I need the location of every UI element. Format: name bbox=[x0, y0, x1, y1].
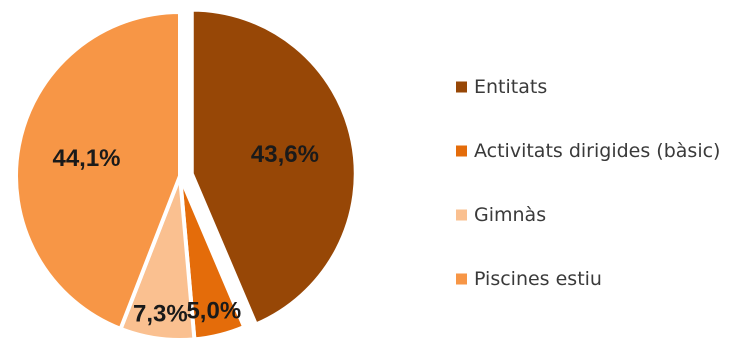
legend-label-gimnas: Gimnàs bbox=[474, 204, 546, 226]
legend-item-piscines-estiu: Piscines estiu bbox=[456, 268, 602, 290]
legend-label-entitats: Entitats bbox=[474, 76, 547, 98]
pie-data-labels: 43,6% 5,0%7,3% 44,1% bbox=[52, 141, 319, 327]
data-label-entitats: 43,6% bbox=[251, 141, 319, 168]
legend-item-activitats-dirigides-basic: Activitats dirigides (bàsic) bbox=[456, 140, 720, 162]
data-label-gimnas: 7,3% bbox=[133, 301, 188, 328]
legend-item-entitats: Entitats bbox=[456, 76, 547, 98]
legend-label-piscines-estiu: Piscines estiu bbox=[474, 268, 602, 290]
legend-item-gimnas: Gimnàs bbox=[456, 204, 546, 226]
legend-swatch-gimnas bbox=[456, 209, 467, 221]
legend: Entitats Activitats dirigides (bàsic) Gimn… bbox=[456, 76, 720, 290]
pie-slices bbox=[14, 7, 358, 342]
legend-label-activitats-dirigides-basic: Activitats dirigides (bàsic) bbox=[474, 140, 720, 162]
pie-slice-piscines-estiu bbox=[14, 10, 182, 331]
data-label-activitats-dirigides-basic: 5,0% bbox=[186, 298, 241, 325]
legend-swatch-piscines-estiu bbox=[456, 273, 467, 285]
pie-slice-entitats bbox=[189, 7, 358, 327]
legend-swatch-entitats bbox=[456, 81, 467, 93]
data-label-piscines-estiu: 44,1% bbox=[52, 145, 120, 172]
legend-swatch-activitats-dirigides-basic bbox=[456, 145, 467, 157]
